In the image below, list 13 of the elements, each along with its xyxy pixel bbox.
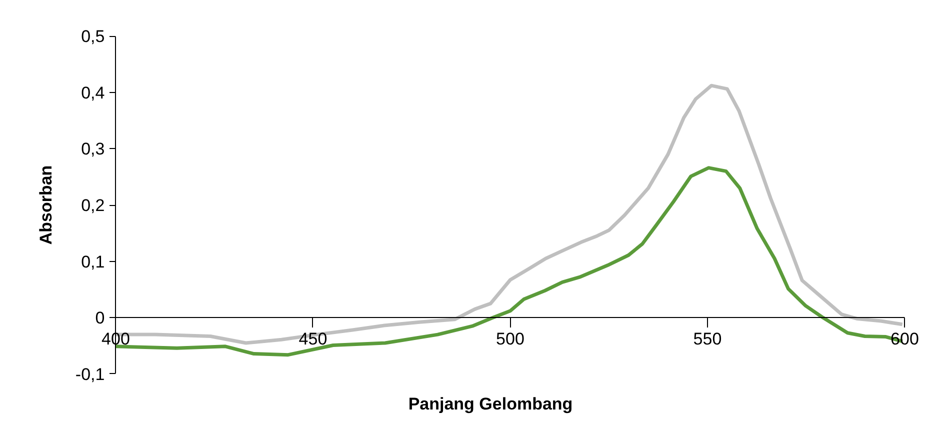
y-tick-label: 0,5: [81, 27, 105, 46]
y-tick-label: 0: [95, 308, 105, 328]
y-tick-label: 0,2: [81, 196, 105, 215]
x-tick-label: 550: [693, 330, 722, 349]
x-axis-title: Panjang Gelombang: [408, 394, 573, 414]
x-tick-label: 450: [298, 330, 328, 349]
x-tick-label: 600: [890, 330, 919, 349]
x-tick-label: 500: [496, 330, 524, 349]
y-tick-label: 0,3: [81, 140, 105, 159]
y-axis-title: Absorban: [36, 165, 56, 245]
y-tick-label: -0,1: [75, 364, 105, 384]
y-tick-label: 0,1: [81, 252, 105, 272]
y-tick-label: 0,4: [81, 83, 105, 102]
